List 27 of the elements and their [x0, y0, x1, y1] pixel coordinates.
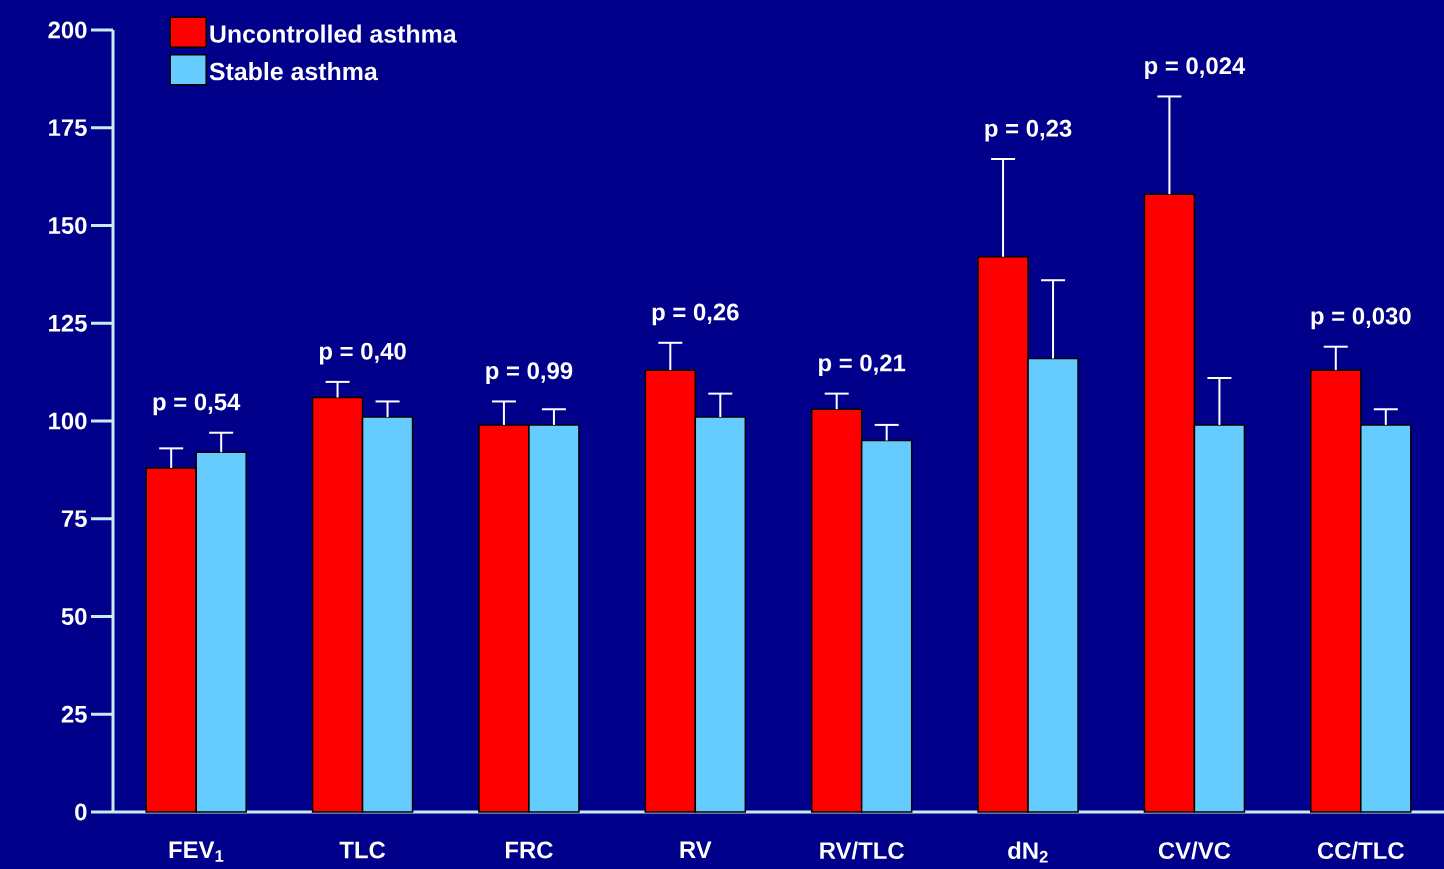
y-tick-label: 175	[49, 119, 87, 137]
annotation: p = 0,99	[486, 362, 573, 384]
y-tick-label: 50	[61, 608, 87, 625]
x-tick-label: RV/TLC	[820, 841, 904, 860]
y-tick-label: 200	[48, 21, 87, 39]
x-tick-label: RV	[680, 841, 712, 858]
y-tick-label: 100	[49, 412, 87, 430]
x-tick-label: dN$_{2}$	[1008, 841, 1048, 863]
annotation: p = 0,26	[652, 303, 739, 326]
y-tick-label: 0	[75, 803, 87, 821]
annotation: p = 0,21	[819, 354, 906, 377]
y-tick-label: 75	[61, 510, 87, 528]
x-tick-label: CC/TLC	[1317, 841, 1404, 860]
x-tick-label: FEV$_{1}$	[169, 841, 224, 862]
annotation: p = 0,030	[1311, 307, 1411, 330]
annotation: p = 0,23	[985, 119, 1072, 142]
x-tick-label: CV/VC	[1158, 841, 1231, 860]
y-tick-label: 25	[61, 705, 87, 723]
y-tick-label: 150	[49, 217, 87, 234]
x-tick-label: FRC	[505, 841, 553, 859]
legend-label: Stable asthma	[209, 62, 378, 81]
annotation: p = 0,40	[319, 342, 406, 365]
annotation: p = 0,54	[153, 393, 241, 416]
annotation: p = 0,024	[1145, 57, 1246, 79]
legend-label: Uncontrolled asthma	[210, 24, 457, 43]
y-tick-label: 125	[49, 314, 87, 332]
x-tick-label: TLC	[339, 841, 386, 859]
